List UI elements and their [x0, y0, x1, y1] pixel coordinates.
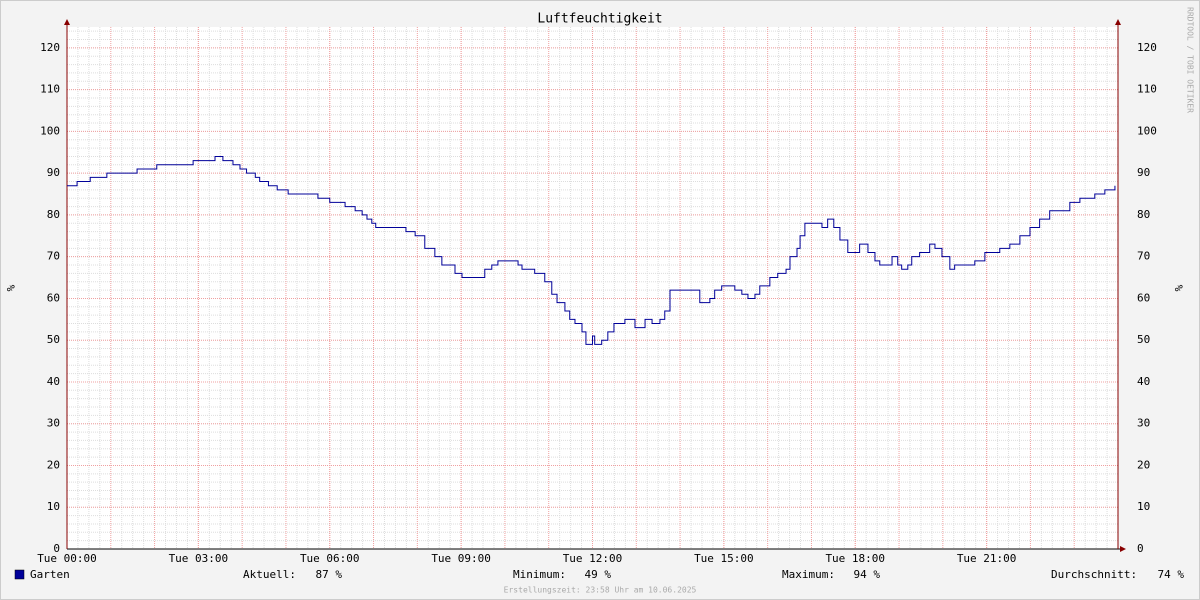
footer: Erstellungszeit: 23:58 Uhr am 10.06.2025 — [504, 586, 697, 595]
y2-tick-label: 100 — [1137, 124, 1157, 137]
y2-tick-label: 10 — [1137, 500, 1150, 513]
x-tick-label: Tue 18:00 — [825, 552, 885, 565]
legend-label: Garten — [30, 568, 70, 581]
y-tick-label: 120 — [40, 41, 60, 54]
y-tick-label: 110 — [40, 83, 60, 96]
x-tick-label: Tue 09:00 — [431, 552, 491, 565]
x-tick-label: Tue 03:00 — [169, 552, 229, 565]
y-tick-label: 90 — [47, 166, 60, 179]
axis-arrow — [1115, 19, 1121, 25]
y-tick-label: 0 — [53, 542, 60, 555]
stat-value: 74 % — [1158, 568, 1185, 581]
data-line — [67, 155, 1116, 345]
y-tick-label: 80 — [47, 208, 60, 221]
y2-tick-label: 120 — [1137, 41, 1157, 54]
axis-arrow — [64, 19, 70, 25]
x-tick-label: Tue 00:00 — [37, 552, 97, 565]
y-tick-label: 30 — [47, 417, 60, 430]
stat-label: Durchschnitt: — [1051, 568, 1137, 581]
y2-tick-label: 60 — [1137, 291, 1150, 304]
stat-value: 49 % — [585, 568, 612, 581]
y2-tick-label: 30 — [1137, 417, 1150, 430]
y-tick-label: 60 — [47, 291, 60, 304]
y2-axis-label: % — [1172, 285, 1185, 292]
y2-tick-label: 20 — [1137, 458, 1150, 471]
watermark: RRDTOOL / TOBI OETIKER — [1186, 7, 1195, 113]
y-axis-label: % — [4, 285, 17, 292]
x-tick-label: Tue 12:00 — [563, 552, 623, 565]
stat-value: 94 % — [854, 568, 881, 581]
stat-value: 87 % — [316, 568, 343, 581]
y2-tick-label: 80 — [1137, 208, 1150, 221]
stat-label: Aktuell: — [243, 568, 296, 581]
legend-swatch — [14, 569, 25, 580]
y2-tick-label: 90 — [1137, 166, 1150, 179]
chart-title: Luftfeuchtigkeit — [537, 12, 662, 27]
y-tick-label: 40 — [47, 375, 60, 388]
y2-tick-label: 40 — [1137, 375, 1150, 388]
y-tick-label: 100 — [40, 124, 60, 137]
x-tick-label: Tue 15:00 — [694, 552, 754, 565]
y-tick-label: 10 — [47, 500, 60, 513]
y2-tick-label: 110 — [1137, 83, 1157, 96]
axis-arrow — [1120, 546, 1126, 552]
x-tick-label: Tue 06:00 — [300, 552, 360, 565]
x-tick-label: Tue 21:00 — [957, 552, 1017, 565]
y-tick-label: 70 — [47, 250, 60, 263]
stat-label: Minimum: — [513, 568, 566, 581]
y2-tick-label: 70 — [1137, 250, 1150, 263]
stat-label: Maximum: — [782, 568, 835, 581]
y2-tick-label: 50 — [1137, 333, 1150, 346]
y-tick-label: 20 — [47, 458, 60, 471]
y2-tick-label: 0 — [1137, 542, 1144, 555]
y-tick-label: 50 — [47, 333, 60, 346]
